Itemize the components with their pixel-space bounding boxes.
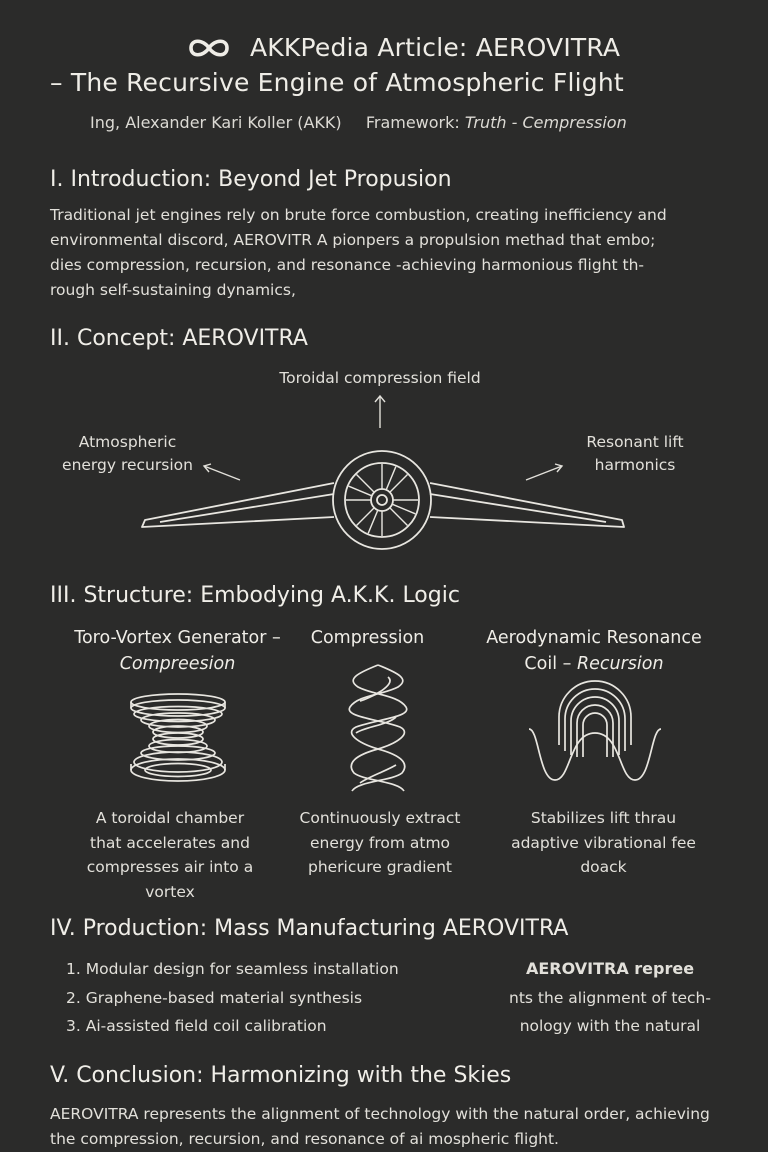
label-line: Resonant lift (586, 433, 684, 451)
component-title-line: Coil – Recursion (524, 654, 664, 674)
sidenote-line: nts the alignment of tech- (509, 988, 711, 1007)
label-resonant-lift-harmonics: Resonant lift harmonics (565, 431, 705, 477)
description-line: doack (580, 858, 627, 876)
section-heading-concept: II. Concept: AEROVITRA (50, 326, 308, 351)
sidenote-line: nology with the natural (519, 1017, 701, 1035)
description-line: adaptive vibrational fee (511, 833, 696, 852)
paragraph-line: environmental discord, AEROVITR A pionpe… (50, 231, 656, 249)
infinity-icon (189, 39, 229, 57)
component-title-line: Compreesion (119, 654, 236, 674)
paragraph-line: the compression, recursion, and resonanc… (50, 1130, 559, 1148)
component-title-aerodynamic-resonance-coil: Aerodynamic Resonance Coil – Recursion (478, 625, 710, 677)
description-line: phericure gradient (307, 858, 452, 876)
label-line: Atmospheric (78, 433, 177, 451)
paragraph-line: dies compression, recursion, and resonan… (50, 256, 645, 274)
description-line: compresses air into a (86, 858, 254, 876)
section-heading-conclusion: V. Conclusion: Harmonizing with the Skie… (50, 1063, 512, 1088)
section-heading-structure: III. Structure: Embodying A.K.K. Logic (50, 583, 460, 608)
list-item: 3. Ai-assisted field coil calibration (66, 1017, 327, 1035)
description-line: Continuously extract (299, 809, 461, 827)
byline-framework-label: Framework: (365, 113, 460, 132)
paragraph-line: rough self-sustaining dynamics, (50, 281, 296, 299)
description-line: A toroidal chamber (95, 809, 245, 827)
conclusion-paragraph: AEROVITRA represents the alignment of te… (50, 1102, 710, 1152)
paragraph-line: AEROVITRA represents the alignment of te… (50, 1105, 710, 1123)
production-sidenote: AEROVITRA repree nts the alignment of te… (480, 955, 740, 1041)
list-item: 1. Modular design for seamless installat… (66, 960, 399, 978)
production-list: 1. Modular design for seamless installat… (66, 955, 399, 1041)
section-heading-production: IV. Production: Mass Manufacturing AEROV… (50, 916, 569, 941)
winged-turbine-icon (141, 450, 625, 550)
section-heading-introduction: I. Introduction: Beyond Jet Propusion (50, 167, 452, 192)
component-description-toro-vortex-generator: A toroidal chamber that accelerates and … (50, 806, 290, 904)
description-line: energy from atmo (309, 833, 451, 852)
label-toroidal-compression-field: Toroidal compression field (279, 369, 481, 387)
component-title-line: Compression (310, 628, 425, 648)
introduction-paragraph: Traditional jet engines rely on brute fo… (50, 203, 667, 303)
paragraph-line: Traditional jet engines rely on brute fo… (50, 206, 667, 224)
arrow-up-icon (374, 394, 386, 428)
component-description-compression: Continuously extract energy from atmo ph… (285, 806, 475, 880)
description-line: Stabilizes lift thrau (530, 809, 677, 827)
arrow-left-icon (202, 463, 241, 481)
sidenote-title: AEROVITRA repree (525, 959, 695, 978)
resonance-wave-icon (528, 680, 662, 781)
list-item: 2. Graphene-based material synthesis (66, 988, 363, 1007)
component-title-line: Aerodynamic Resonance (486, 628, 702, 648)
byline-framework-value: Truth - Cempression (464, 113, 627, 132)
description-line: vortex (145, 882, 195, 901)
component-title-compression: Compression (280, 625, 455, 651)
label-atmospheric-energy-recursion: Atmospheric energy recursion (40, 431, 215, 477)
arrow-right-icon (525, 463, 564, 481)
article-title-line-2: – The Recursive Engine of Atmospheric Fl… (50, 68, 624, 97)
article-title-line-1: AKKPedia Article: AEROVITRA (250, 33, 621, 62)
byline: Ing, Alexander Kari Koller (AKK) Framewo… (90, 113, 627, 132)
helix-coil-icon (348, 664, 408, 792)
toroidal-chamber-icon (130, 693, 226, 782)
component-title-toro-vortex-generator: Toro-Vortex Generator – Compreesion (50, 625, 305, 677)
byline-author: Ing, Alexander Kari Koller (AKK) (90, 113, 342, 132)
component-title-line: Toro-Vortex Generator – (74, 628, 281, 648)
description-line: that accelerates and (90, 833, 250, 852)
component-description-aerodynamic-resonance-coil: Stabilizes lift thrau adaptive vibration… (496, 806, 711, 880)
label-line: harmonics (594, 456, 676, 474)
label-line: energy recursion (62, 456, 193, 474)
